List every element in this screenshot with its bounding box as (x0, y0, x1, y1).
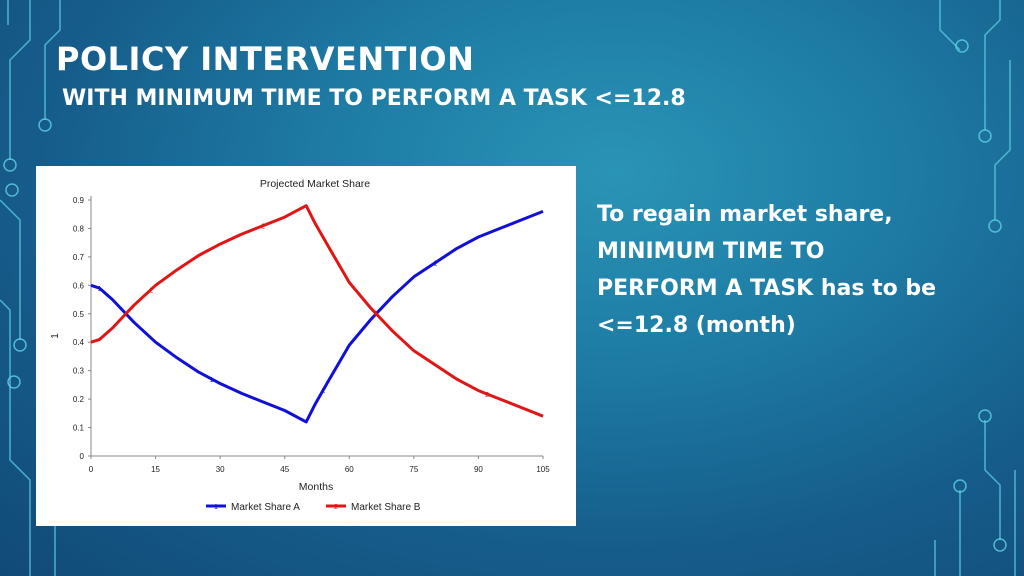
circuit-node (988, 219, 1002, 233)
circuit-node (3, 158, 17, 172)
y-tick-label: 0.4 (73, 338, 85, 347)
legend-marker: 1 (214, 504, 218, 511)
circuit-trace (994, 60, 1011, 220)
circuit-node (7, 375, 21, 389)
y-axis-label: 1 (50, 333, 61, 339)
y-tick-label: 0.3 (73, 367, 85, 376)
y-tick-label: 0.1 (73, 424, 85, 433)
chart-title: Projected Market Share (260, 178, 370, 190)
circuit-node (5, 183, 19, 197)
legend-label: Market Share A (231, 502, 300, 513)
x-tick-label: 45 (280, 465, 289, 474)
series-marker: 1 (98, 286, 102, 293)
series-marker: 1 (433, 261, 437, 268)
y-tick-label: 0 (80, 452, 85, 461)
policy-note-line-3: PERFORM A TASK has to be (597, 276, 937, 301)
y-tick-label: 0.5 (73, 310, 85, 319)
chart-panel: Projected Market Share Months 1 0 0.1 0.2 0… (36, 166, 576, 526)
y-tick-label: 0.9 (73, 196, 85, 205)
series-marker: 1 (322, 388, 326, 395)
x-tick-label: 90 (474, 465, 483, 474)
y-tick-label: 0.2 (73, 395, 85, 404)
circuit-trace (0, 299, 31, 576)
circuit-node (993, 538, 1007, 552)
circuit-node (978, 129, 992, 143)
chart-legend: 1 Market Share A 2 Market Share B (206, 502, 421, 513)
circuit-node (978, 409, 992, 423)
policy-note-line-1: To regain market share, (597, 202, 893, 227)
y-tick-label: 0.6 (73, 281, 85, 290)
series-marker: 2 (261, 224, 265, 231)
circuit-trace (984, 420, 1001, 540)
circuit-node (953, 479, 967, 493)
circuit-trace (984, 0, 1001, 130)
circuit-node (13, 338, 27, 352)
series-line-b (90, 204, 544, 418)
slide-title: POLICY INTERVENTION (56, 40, 475, 78)
chart-axes: 0 0.1 0.2 0.3 0.4 0.5 0.6 0.7 0.8 0.9 0 15 30 45 60 75 9… (73, 196, 550, 474)
chart-lines: 1 1 1 1 2 2 2 2 (90, 204, 544, 424)
legend-marker: 2 (334, 504, 338, 511)
policy-note-line-2: MINIMUM TIME TO (597, 239, 825, 264)
series-marker: 2 (373, 311, 377, 318)
x-tick-label: 15 (151, 465, 160, 474)
legend-label: Market Share B (351, 502, 421, 513)
circuit-trace (44, 0, 61, 120)
x-tick-label: 60 (345, 465, 354, 474)
circuit-node (955, 39, 969, 53)
x-tick-label: 0 (89, 465, 94, 474)
circuit-trace (0, 199, 21, 340)
series-line-a (90, 210, 544, 424)
circuit-trace (939, 0, 961, 51)
policy-note-line-4: <=12.8 (month) (597, 313, 796, 338)
x-tick-label: 105 (536, 465, 550, 474)
series-marker: 1 (210, 377, 214, 384)
circuit-trace (9, 0, 31, 160)
y-tick-label: 0.7 (73, 253, 85, 262)
x-tick-label: 30 (216, 465, 225, 474)
policy-note: To regain market share, MINIMUM TIME TO … (597, 196, 977, 344)
circuit-node (38, 118, 52, 132)
market-share-chart: Projected Market Share Months 1 00.10.20… (50, 178, 550, 513)
y-tick-label: 0.8 (73, 224, 85, 233)
series-marker: 2 (485, 392, 489, 399)
x-tick-label: 75 (409, 465, 418, 474)
slide-subtitle: WITH MINIMUM TIME TO PERFORM A TASK <=12… (62, 86, 686, 111)
x-axis-label: Months (299, 481, 333, 493)
series-marker: 2 (149, 287, 153, 294)
